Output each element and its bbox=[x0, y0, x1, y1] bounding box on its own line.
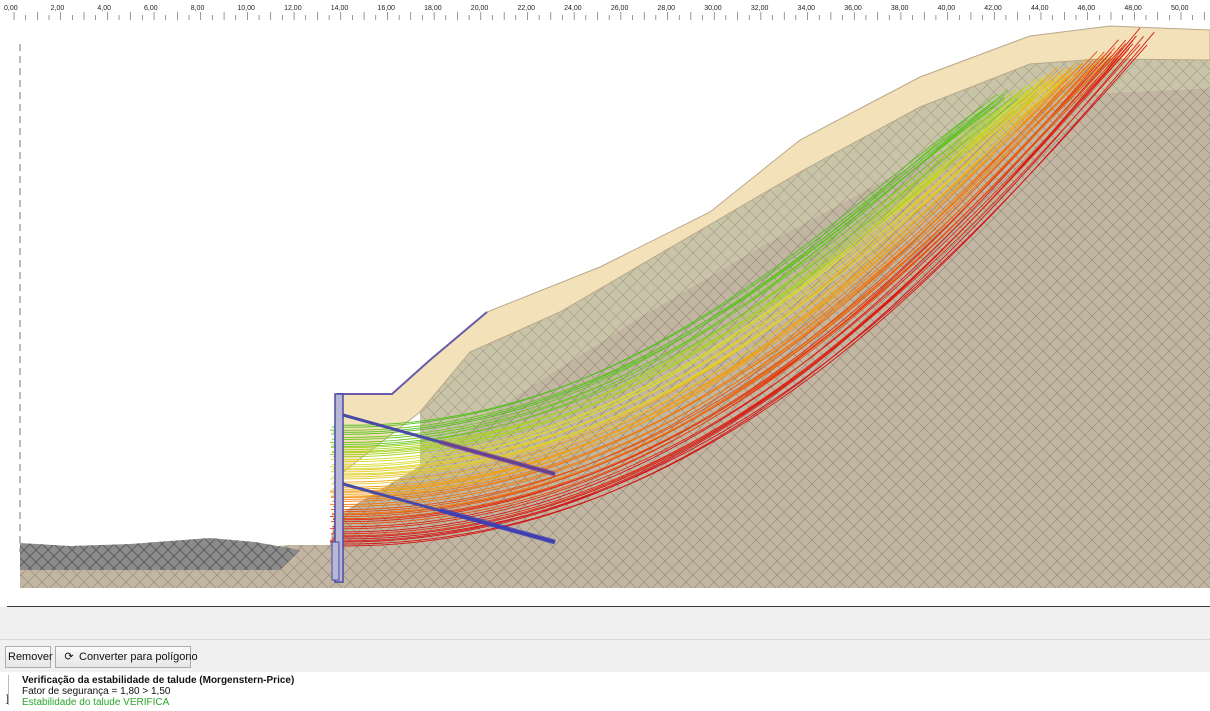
slip-surface-curve bbox=[329, 75, 1069, 492]
slip-surface-curve bbox=[333, 58, 1094, 500]
ruler-label: 0,00 bbox=[4, 5, 18, 12]
slip-surface-curve bbox=[329, 59, 1102, 505]
slope-model-canvas[interactable] bbox=[0, 22, 1210, 588]
ruler-label: 28,00 bbox=[658, 5, 676, 12]
slip-surface-curve bbox=[333, 43, 1127, 525]
slip-surface-curve bbox=[331, 55, 1112, 514]
slip-surface-curve bbox=[333, 101, 994, 426]
convert-icon: ⟳ bbox=[64, 651, 74, 663]
ruler-label: 48,00 bbox=[1124, 5, 1142, 12]
ruler-label: 38,00 bbox=[891, 5, 909, 12]
soil-layer-upper[interactable] bbox=[336, 25, 1210, 479]
horizontal-ruler: 0,00 2,00 4,00 6,00 8,00 10,00 12,00 14,00 16,00… bbox=[4, 5, 1205, 20]
soil-layer-fill-hatch bbox=[20, 538, 300, 570]
slip-surface-curve bbox=[331, 105, 984, 428]
ruler-label: 20,00 bbox=[471, 5, 489, 12]
slip-surface-curve bbox=[333, 85, 1027, 450]
slip-surface-curve bbox=[333, 82, 1059, 475]
slip-surface-curve bbox=[330, 97, 1005, 435]
retaining-wall[interactable] bbox=[334, 393, 344, 583]
slip-surface-curve bbox=[331, 47, 1116, 515]
anchor-upper-bond bbox=[439, 439, 556, 477]
slip-surface-curve bbox=[332, 98, 1019, 445]
ruler-label: 32,00 bbox=[751, 5, 769, 12]
slip-surface-curve bbox=[331, 71, 1080, 490]
slip-surface-curve bbox=[332, 63, 1091, 507]
slip-surface-curve bbox=[329, 35, 1137, 542]
ruler-label: 46,00 bbox=[1078, 5, 1096, 12]
anchor-lower-bond bbox=[439, 507, 556, 545]
wall-embedment[interactable] bbox=[331, 541, 340, 581]
slip-surface-curve bbox=[332, 58, 1087, 495]
results-panel bbox=[0, 672, 1210, 711]
ruler-label: 40,00 bbox=[938, 5, 956, 12]
terrain-outline bbox=[337, 311, 488, 395]
slip-surface-curve bbox=[331, 97, 1012, 440]
remove-button[interactable]: Remover bbox=[5, 646, 53, 668]
slip-surface-curve bbox=[329, 43, 1134, 530]
slip-surface-curve bbox=[329, 86, 1034, 455]
ruler-label: 6,00 bbox=[144, 5, 158, 12]
slip-surface-curve bbox=[331, 39, 1119, 528]
slip-surface-curve bbox=[332, 31, 1155, 545]
stability-status-text: Estabilidade do talude VERIFICA bbox=[22, 697, 170, 708]
ruler-label: 8,00 bbox=[191, 5, 205, 12]
safety-factor-text: Fator de segurança = 1,80 > 1,50 bbox=[22, 686, 171, 697]
results-title: Verificação da estabilidade de talude (M… bbox=[22, 675, 295, 686]
slip-surface-curve bbox=[330, 36, 1144, 547]
slip-surface-curve bbox=[330, 70, 1073, 485]
ruler-label: 14,00 bbox=[331, 5, 349, 12]
slip-surface-curve bbox=[330, 54, 1105, 498]
bottom-toolbar bbox=[0, 639, 1210, 673]
ruler-label: 22,00 bbox=[517, 5, 535, 12]
ruler-label: 44,00 bbox=[1031, 5, 1049, 12]
ruler-label: 50,00 bbox=[1171, 5, 1189, 12]
ruler-label: 42,00 bbox=[984, 5, 1002, 12]
results-side-glyph: ] bbox=[6, 694, 9, 705]
panel-separator[interactable] bbox=[7, 606, 1210, 607]
slip-surface-curve bbox=[332, 82, 1052, 470]
slip-surface-curve bbox=[332, 74, 1055, 471]
remove-button-label: Remover bbox=[8, 651, 53, 663]
slip-surface-curve bbox=[333, 74, 1062, 476]
slip-surface-curve bbox=[330, 51, 1112, 523]
slip-surface-curve bbox=[332, 106, 991, 433]
slip-surfaces-group bbox=[329, 27, 1155, 547]
status-band bbox=[0, 607, 1210, 639]
ruler-label: 2,00 bbox=[51, 5, 65, 12]
slip-surface-curve bbox=[331, 81, 1044, 453]
slip-surface-curve bbox=[329, 51, 1105, 517]
ruler-label: 10,00 bbox=[237, 5, 255, 12]
slip-surface-curve bbox=[330, 94, 1037, 448]
convert-button-label: Converter para polígono bbox=[79, 651, 198, 663]
ruler-label: 30,00 bbox=[704, 5, 722, 12]
ruler-label: 18,00 bbox=[424, 5, 442, 12]
ruler-label: 4,00 bbox=[97, 5, 111, 12]
results-marker bbox=[8, 675, 9, 705]
ruler-label: 34,00 bbox=[798, 5, 816, 12]
convert-to-polygon-button[interactable]: ⟳ Converter para polígono bbox=[55, 646, 198, 668]
ruler-label: 12,00 bbox=[284, 5, 302, 12]
ruler-label: 24,00 bbox=[564, 5, 582, 12]
ruler-label: 26,00 bbox=[611, 5, 629, 12]
ruler-label: 36,00 bbox=[844, 5, 862, 12]
slip-surface-curve bbox=[329, 70, 1066, 480]
ruler-label: 16,00 bbox=[377, 5, 395, 12]
slip-surface-curve bbox=[332, 55, 1119, 519]
